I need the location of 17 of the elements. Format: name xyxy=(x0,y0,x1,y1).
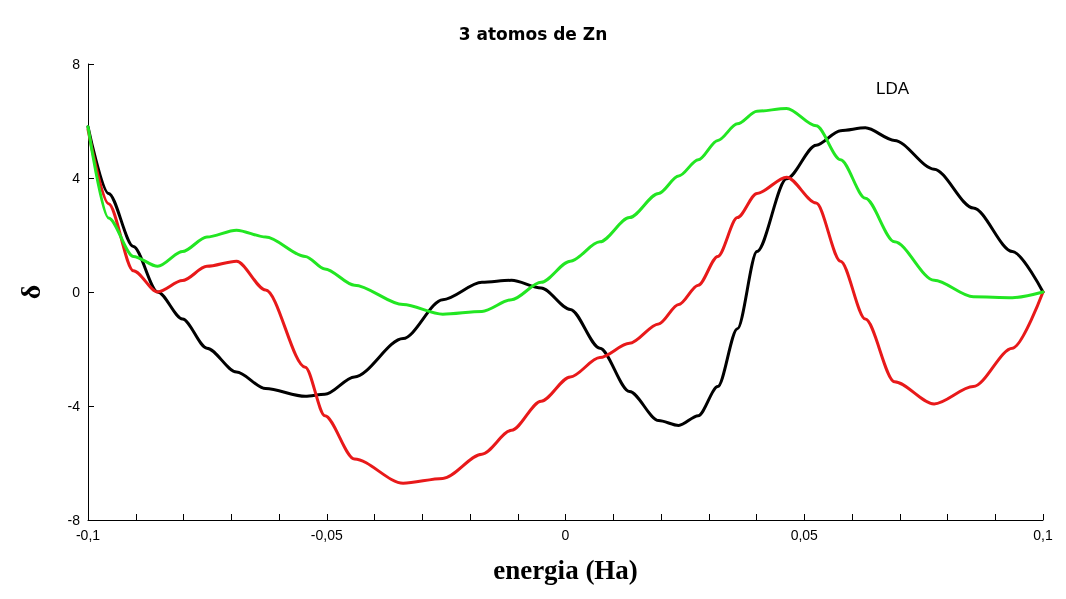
y-tick-label: 4 xyxy=(72,170,81,186)
line-series xyxy=(86,128,1045,485)
line-series xyxy=(86,106,1045,316)
x-tick-label: 0,05 xyxy=(790,527,819,543)
y-tick-label: -8 xyxy=(67,512,81,528)
y-tick-label: 0 xyxy=(72,284,81,300)
x-tick-label: -0,05 xyxy=(310,527,343,543)
line-series xyxy=(86,125,1045,427)
annotation: LDA xyxy=(876,79,910,98)
y-tick-label: 8 xyxy=(72,56,81,72)
chart-title: 3 atomos de Zn xyxy=(458,23,608,44)
x-axis-title: energia (Ha) xyxy=(493,554,638,585)
x-tick-label: 0 xyxy=(561,527,570,543)
y-tick-label: -4 xyxy=(67,398,81,414)
y-axis-title: δ xyxy=(14,284,46,300)
x-tick-label: 0,1 xyxy=(1033,527,1053,543)
x-tick-label: -0,1 xyxy=(75,527,101,543)
